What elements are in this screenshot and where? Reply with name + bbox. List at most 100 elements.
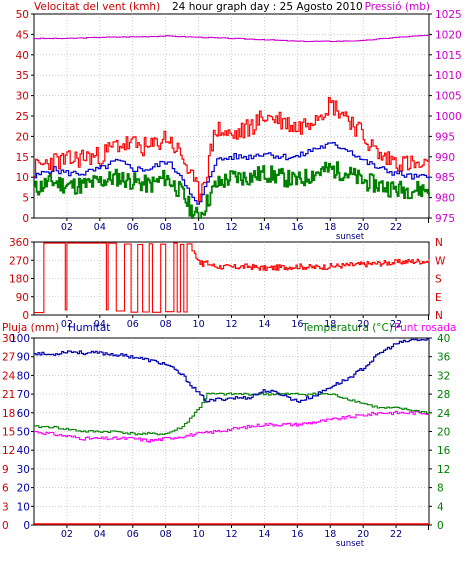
temperature-axis-label: Temperatura (°C) <box>301 322 393 334</box>
series-wind-avg <box>34 142 430 205</box>
y-tick-label-temperature: 12 <box>437 464 450 476</box>
y-tick-label-temperature: 28 <box>437 389 450 401</box>
y-tick-label-wind: 0 <box>22 213 29 225</box>
x-tick-label: 06 <box>127 319 139 330</box>
y-tick-label-pressure: 1015 <box>435 50 462 62</box>
y-tick-label-pressure: 1025 <box>435 9 462 21</box>
y-tick-label-pressure: 1005 <box>435 91 462 103</box>
y-tick-label-rain: 0 <box>2 520 9 532</box>
y-tick-label-temperature: 20 <box>437 427 450 439</box>
x-tick-label: 22 <box>390 222 402 233</box>
wind-pressure-chart: 0510152025303540455097598098599099510001… <box>16 9 462 242</box>
y-tick-label-humidity: 10 <box>17 501 30 513</box>
y-tick-label-rain: 30 <box>2 333 15 345</box>
x-tick-label: 16 <box>291 319 303 330</box>
y-tick-label-pressure: 985 <box>435 172 455 184</box>
y-tick-label-pressure: 1020 <box>435 29 462 41</box>
x-tick-label: 12 <box>225 319 237 330</box>
y-tick-label-pressure: 995 <box>435 131 455 143</box>
rain-axis-label: Pluja (mm) <box>2 322 59 334</box>
y-tick-label-humidity: 80 <box>17 370 30 382</box>
x-tick-label: 12 <box>225 529 237 540</box>
compass-label: W <box>435 255 446 267</box>
y-tick-label-wind: 30 <box>16 91 29 103</box>
x-tick-label: 18 <box>324 319 336 330</box>
y-tick-label-rain: 15 <box>2 427 15 439</box>
y-tick-label-direction: 270 <box>9 255 29 267</box>
x-tick-label: 14 <box>258 222 270 233</box>
y-tick-label-pressure: 980 <box>435 193 455 205</box>
y-tick-label-direction: 0 <box>22 310 29 322</box>
y-tick-label-humidity: 100 <box>10 333 30 345</box>
y-tick-label-rain: 6 <box>2 483 9 495</box>
compass-label: N <box>435 237 443 249</box>
y-tick-label-pressure: 975 <box>435 213 455 225</box>
y-tick-label-wind: 45 <box>16 29 29 41</box>
y-tick-label-humidity: 50 <box>17 427 30 439</box>
dewpoint-axis-label: Punt rosada <box>394 322 456 334</box>
series-pressure <box>34 34 430 43</box>
y-tick-label-humidity: 70 <box>17 389 30 401</box>
x-tick-label: 02 <box>61 529 73 540</box>
x-tick-label: 10 <box>193 319 205 330</box>
x-tick-label: 04 <box>94 319 106 330</box>
y-tick-label-wind: 15 <box>16 152 29 164</box>
y-tick-label-humidity: 30 <box>17 464 30 476</box>
y-tick-label-temperature: 8 <box>437 483 444 495</box>
y-tick-label-rain: 27 <box>2 352 15 364</box>
y-tick-label-rain: 24 <box>2 370 16 382</box>
y-tick-label-wind: 10 <box>16 172 29 184</box>
wind-speed-axis-label: Velocitat del vent (kmh) <box>34 1 160 13</box>
x-tick-label: 20 <box>357 222 369 233</box>
x-tick-label: 02 <box>61 319 73 330</box>
chart-title: 24 hour graph day : 25 Agosto 2010 <box>172 1 363 13</box>
series-dewpoint <box>34 410 430 443</box>
y-tick-label-rain: 18 <box>2 408 15 420</box>
y-tick-label-temperature: 32 <box>437 370 450 382</box>
y-tick-label-humidity: 90 <box>17 352 30 364</box>
x-tick-label: 10 <box>193 529 205 540</box>
series-wind-gust <box>34 96 430 203</box>
y-tick-label-pressure: 1000 <box>435 111 462 123</box>
y-tick-label-rain: 21 <box>2 389 15 401</box>
humidity-axis-label: Humitat <box>68 322 110 334</box>
y-tick-label-rain: 3 <box>2 501 9 513</box>
x-tick-label: 18 <box>324 222 336 233</box>
y-tick-label-humidity: 40 <box>17 445 30 457</box>
compass-label: N <box>435 310 443 322</box>
y-tick-label-wind: 25 <box>16 111 29 123</box>
x-tick-label: 08 <box>160 319 172 330</box>
x-tick-label: 06 <box>127 222 139 233</box>
series-temperature <box>34 392 430 436</box>
y-tick-label-temperature: 4 <box>437 501 444 513</box>
y-tick-label-temperature: 40 <box>437 333 450 345</box>
x-tick-label: 02 <box>61 222 73 233</box>
y-tick-label-direction: 360 <box>9 237 29 249</box>
x-tick-label: 08 <box>160 529 172 540</box>
x-tick-label: 22 <box>390 319 402 330</box>
y-tick-label-temperature: 24 <box>437 408 451 420</box>
x-tick-label: 14 <box>258 319 270 330</box>
compass-label: S <box>435 274 442 286</box>
y-tick-label-wind: 35 <box>16 70 29 82</box>
y-tick-label-temperature: 16 <box>437 445 451 457</box>
x-tick-label: 14 <box>258 529 270 540</box>
series-wind-direction <box>34 242 430 314</box>
x-tick-label: 16 <box>291 222 303 233</box>
y-tick-label-pressure: 1010 <box>435 70 462 82</box>
y-tick-label-humidity: 20 <box>17 483 30 495</box>
y-tick-label-rain: 9 <box>2 464 9 476</box>
y-tick-label-direction: 180 <box>9 274 29 286</box>
y-tick-label-temperature: 36 <box>437 352 451 364</box>
grid <box>34 14 429 218</box>
compass-label: E <box>435 292 442 304</box>
x-tick-label: 12 <box>225 222 237 233</box>
y-tick-label-temperature: 0 <box>437 520 444 532</box>
wind-direction-line <box>34 242 430 314</box>
x-tick-label: 20 <box>357 529 369 540</box>
y-tick-label-wind: 50 <box>16 9 29 21</box>
y-tick-label-direction: 90 <box>16 292 29 304</box>
